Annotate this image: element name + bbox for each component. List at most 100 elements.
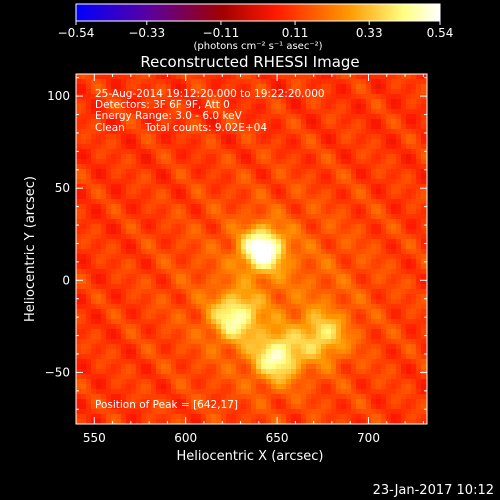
heatmap-cell bbox=[371, 199, 377, 205]
heatmap-cell bbox=[291, 89, 297, 95]
heatmap-cell bbox=[91, 389, 97, 395]
heatmap-cell bbox=[336, 134, 342, 140]
heatmap-cell bbox=[221, 194, 227, 200]
heatmap-cell bbox=[156, 254, 162, 260]
heatmap-cell bbox=[181, 379, 187, 385]
heatmap-cell bbox=[81, 104, 87, 110]
heatmap-cell bbox=[401, 414, 407, 420]
heatmap-cell bbox=[411, 209, 417, 215]
heatmap-cell bbox=[111, 379, 117, 385]
heatmap-cell bbox=[146, 304, 152, 310]
heatmap-cell bbox=[331, 249, 337, 255]
heatmap-cell bbox=[316, 84, 322, 90]
heatmap-cell bbox=[381, 359, 387, 365]
heatmap-cell bbox=[231, 284, 237, 290]
heatmap-cell bbox=[221, 414, 227, 420]
heatmap-cell bbox=[411, 319, 417, 325]
heatmap-cell bbox=[121, 169, 127, 175]
heatmap-cell bbox=[406, 194, 412, 200]
heatmap-cell bbox=[306, 409, 312, 415]
heatmap-cell bbox=[346, 259, 352, 265]
heatmap-cell bbox=[356, 329, 362, 335]
heatmap-cell bbox=[156, 384, 162, 390]
heatmap-cell bbox=[371, 264, 377, 270]
heatmap-cell bbox=[361, 394, 367, 400]
heatmap-cell bbox=[76, 154, 82, 160]
heatmap-cell bbox=[421, 149, 427, 155]
heatmap-cell bbox=[226, 109, 232, 115]
heatmap-cell bbox=[351, 104, 357, 110]
heatmap-cell bbox=[251, 199, 257, 205]
heatmap-cell bbox=[146, 89, 152, 95]
heatmap-cell bbox=[241, 169, 247, 175]
heatmap-cell bbox=[266, 274, 272, 280]
heatmap-cell bbox=[316, 409, 322, 415]
heatmap-cell bbox=[301, 314, 307, 320]
heatmap-cell bbox=[91, 99, 97, 105]
heatmap-cell bbox=[406, 279, 412, 285]
heatmap-cell bbox=[151, 374, 157, 380]
heatmap-cell bbox=[421, 109, 427, 115]
heatmap-cell bbox=[396, 359, 402, 365]
heatmap-cell bbox=[316, 144, 322, 150]
heatmap-cell bbox=[336, 164, 342, 170]
heatmap-cell bbox=[136, 109, 142, 115]
heatmap-cell bbox=[336, 294, 342, 300]
heatmap-cell bbox=[381, 289, 387, 295]
heatmap-cell bbox=[151, 354, 157, 360]
heatmap-cell bbox=[216, 384, 222, 390]
heatmap-cell bbox=[181, 249, 187, 255]
heatmap-cell bbox=[211, 389, 217, 395]
heatmap-cell bbox=[411, 219, 417, 225]
heatmap-cell bbox=[291, 409, 297, 415]
heatmap-cell bbox=[306, 144, 312, 150]
heatmap-cell bbox=[361, 374, 367, 380]
heatmap-cell bbox=[406, 79, 412, 85]
heatmap-cell bbox=[171, 349, 177, 355]
heatmap-cell bbox=[151, 104, 157, 110]
heatmap-cell bbox=[336, 264, 342, 270]
heatmap-cell bbox=[236, 259, 242, 265]
heatmap-cell bbox=[216, 394, 222, 400]
heatmap-cell bbox=[246, 129, 252, 135]
heatmap-cell bbox=[201, 254, 207, 260]
heatmap-cell bbox=[136, 419, 142, 425]
heatmap-cell bbox=[86, 309, 92, 315]
heatmap-cell bbox=[251, 149, 257, 155]
heatmap-cell bbox=[166, 164, 172, 170]
heatmap-cell bbox=[241, 139, 247, 145]
heatmap-cell bbox=[281, 184, 287, 190]
heatmap-cell bbox=[236, 114, 242, 120]
heatmap-cell bbox=[411, 119, 417, 125]
heatmap-cell bbox=[376, 379, 382, 385]
heatmap-cell bbox=[226, 359, 232, 365]
heatmap-cell bbox=[206, 159, 212, 165]
heatmap-cell bbox=[416, 144, 422, 150]
heatmap-cell bbox=[131, 414, 137, 420]
heatmap-cell bbox=[171, 224, 177, 230]
heatmap-cell bbox=[331, 159, 337, 165]
heatmap-cell bbox=[211, 139, 217, 145]
heatmap-cell bbox=[206, 264, 212, 270]
heatmap-cell bbox=[251, 234, 257, 240]
heatmap-cell bbox=[191, 409, 197, 415]
heatmap-cell bbox=[346, 204, 352, 210]
heatmap-cell bbox=[171, 149, 177, 155]
heatmap-cell bbox=[91, 214, 97, 220]
heatmap-cell bbox=[351, 84, 357, 90]
heatmap-cell bbox=[281, 74, 287, 80]
heatmap-cell bbox=[111, 369, 117, 375]
heatmap-cell bbox=[336, 149, 342, 155]
heatmap-cell bbox=[411, 129, 417, 135]
heatmap-cell bbox=[141, 89, 147, 95]
heatmap-cell bbox=[251, 219, 257, 225]
heatmap-cell bbox=[356, 169, 362, 175]
heatmap-cell bbox=[116, 89, 122, 95]
heatmap-cell bbox=[256, 169, 262, 175]
heatmap-cell bbox=[301, 204, 307, 210]
heatmap-cell bbox=[111, 114, 117, 120]
heatmap-cell bbox=[341, 279, 347, 285]
heatmap-cell bbox=[296, 139, 302, 145]
heatmap-cell bbox=[281, 359, 287, 365]
heatmap-cell bbox=[101, 239, 107, 245]
